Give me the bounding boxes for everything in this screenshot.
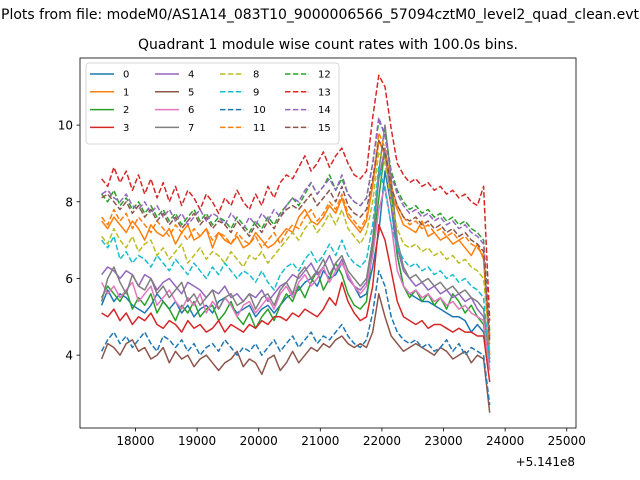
legend-label-5: 5	[188, 87, 194, 98]
series-line-7	[100, 124, 491, 360]
series-line-10	[100, 270, 491, 406]
figure-suptitle: Plots from file: modeM0/AS1A14_083T10_90…	[1, 7, 639, 23]
legend-label-0: 0	[123, 70, 129, 81]
x-tick-label: 18000	[116, 434, 154, 448]
series-line-12	[101, 120, 491, 333]
legend-label-11: 11	[253, 123, 266, 134]
x-tick-label: 21000	[301, 434, 339, 448]
legend-box	[85, 62, 340, 145]
legend-label-4: 4	[188, 70, 194, 81]
series-line-5	[100, 293, 491, 413]
legend-label-15: 15	[318, 123, 331, 134]
legend-label-12: 12	[318, 70, 331, 81]
series-line-15	[101, 139, 491, 344]
legend-label-10: 10	[253, 105, 266, 116]
series-line-1	[101, 139, 491, 356]
legend-label-3: 3	[123, 123, 129, 134]
y-tick-label: 8	[65, 195, 73, 209]
series-line-2	[100, 147, 491, 371]
axis-ticks: 18000 19000 20000 21000 22000 23000 24000 25000…	[58, 119, 586, 448]
legend-label-8: 8	[253, 70, 259, 81]
series-line-6	[100, 185, 491, 371]
x-tick-label: 20000	[240, 434, 278, 448]
x-tick-label: 25000	[548, 434, 586, 448]
y-tick-label: 6	[65, 272, 73, 286]
series-line-11	[101, 132, 491, 337]
legend-label-9: 9	[253, 87, 259, 98]
legend-label-13: 13	[318, 87, 331, 98]
axes-frame	[79, 57, 577, 429]
series-line-14	[101, 116, 491, 340]
series-line-4	[101, 147, 491, 363]
series-line-8	[101, 151, 491, 344]
x-tick-label: 19000	[178, 434, 216, 448]
x-tick-label: 23000	[424, 434, 462, 448]
legend-label-14: 14	[318, 105, 331, 116]
legend-label-1: 1	[123, 87, 129, 98]
x-tick-label: 22000	[363, 434, 401, 448]
series-line-3	[101, 224, 491, 383]
series-line-9	[101, 166, 491, 363]
legend-label-6: 6	[188, 105, 194, 116]
x-axis-offset-label: +5.141e8	[516, 455, 575, 469]
chart-title: Quadrant 1 module wise count rates with …	[138, 37, 518, 53]
legend-label-7: 7	[188, 123, 194, 134]
y-tick-label: 10	[58, 119, 73, 133]
plot-area	[100, 74, 491, 413]
x-tick-label: 24000	[486, 434, 524, 448]
series-line-13	[101, 74, 491, 321]
y-tick-label: 4	[65, 349, 73, 363]
legend-label-2: 2	[123, 105, 129, 116]
